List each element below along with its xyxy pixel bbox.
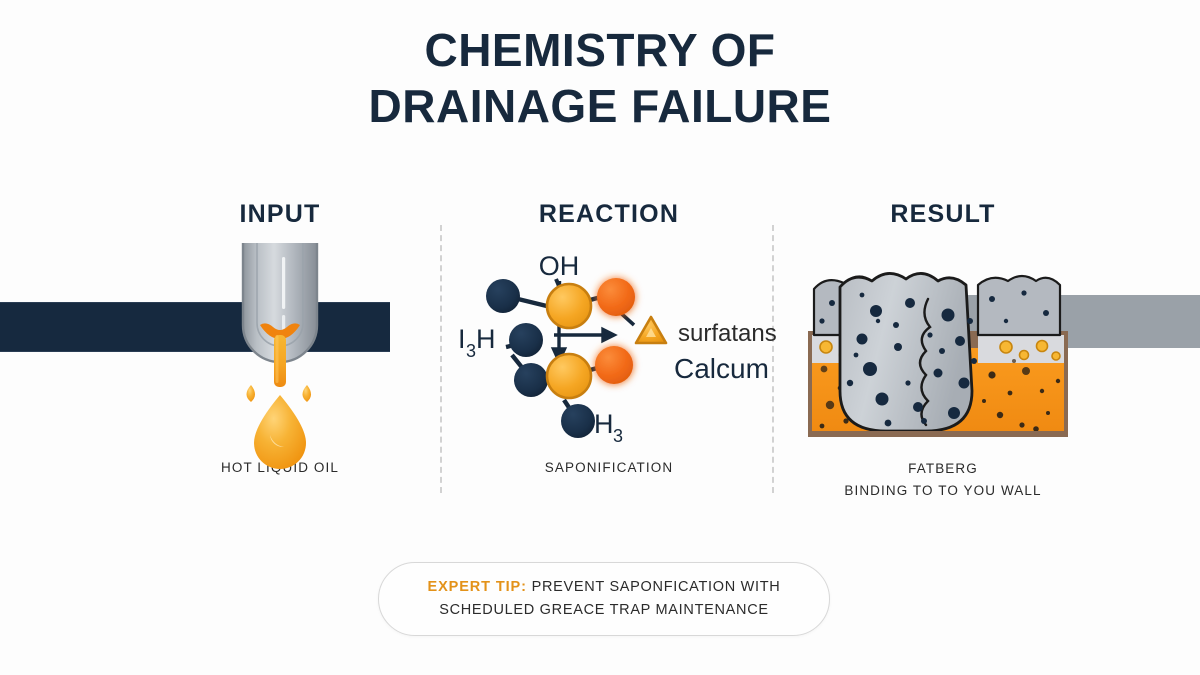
column-caption-result: FATBERG BINDING TO TO YOU WALL xyxy=(778,458,1108,501)
molecule-label-left: I 3 H xyxy=(458,324,496,361)
fatberg-cross-section-illustration xyxy=(778,243,1108,458)
oil-droplet-main xyxy=(254,395,306,469)
molecule-label-bottom-subscript: 3 xyxy=(613,426,623,446)
fatberg-cap-pores xyxy=(819,290,1049,324)
atom-node-orange xyxy=(597,278,635,316)
surfactant-triangle-icon xyxy=(634,315,668,345)
expert-tip-line-2: SCHEDULED GREACE TRAP MAINTENANCE xyxy=(439,602,769,618)
molecule-label-left-main: I xyxy=(458,324,466,354)
product-label-calcium: Calcum xyxy=(674,353,769,384)
column-result: RESULT xyxy=(778,200,1108,501)
fatberg-pores xyxy=(846,298,977,427)
molecule-nodes xyxy=(486,278,635,438)
saponification-molecule-diagram: OH I 3 H H 3 surfatans Calcum xyxy=(446,243,777,458)
column-heading-reaction: REACTION xyxy=(538,200,680,228)
column-heading-result: RESULT xyxy=(890,200,996,228)
caption-line: BINDING TO TO YOU WALL xyxy=(844,482,1042,498)
atom-node-orange xyxy=(595,346,633,384)
oil-stream xyxy=(260,323,300,387)
oil-droplets-small xyxy=(246,385,311,402)
expert-tip-banner: EXPERT TIP: PREVENT SAPONFICATION WITH S… xyxy=(378,562,830,636)
column-input: INPUT xyxy=(120,200,440,479)
reaction-arrow-horizontal xyxy=(554,326,618,344)
molecule-label-bottom-main: H xyxy=(594,409,614,439)
atom-node-navy xyxy=(514,363,548,397)
page-title: CHEMISTRY OF DRAINAGE FAILURE xyxy=(0,22,1200,134)
atom-node-yellow xyxy=(545,352,593,400)
column-caption-reaction: SAPONIFICATION xyxy=(446,458,772,479)
expert-tip-line-1: PREVENT SAPONFICATION WITH xyxy=(526,578,781,595)
expert-tip-label: EXPERT TIP: xyxy=(427,578,527,595)
atom-node-navy xyxy=(561,404,595,438)
molecule-label-bottom: H 3 xyxy=(594,409,623,446)
product-label-surfactants: surfatans xyxy=(678,320,777,347)
pipe-oil-drip-illustration xyxy=(120,243,440,469)
molecule-label-left-subscript: 3 xyxy=(466,341,476,361)
fatberg-mass xyxy=(812,272,1062,433)
atom-node-navy xyxy=(509,323,543,357)
navy-pipe-band xyxy=(0,302,390,352)
atom-node-navy xyxy=(486,279,520,313)
column-divider-2 xyxy=(772,225,774,493)
expert-tip-text: EXPERT TIP: PREVENT SAPONFICATION WITH S… xyxy=(428,576,781,622)
column-divider-1 xyxy=(440,225,442,493)
caption-line: SAPONIFICATION xyxy=(544,460,674,475)
pipe-floor xyxy=(808,431,1068,437)
page-title-line-2: DRAINAGE FAILURE xyxy=(368,80,832,133)
page-title-line-1: CHEMISTRY OF xyxy=(424,24,776,76)
molecule-label-oh: OH xyxy=(539,251,580,281)
column-heading-input: INPUT xyxy=(239,200,321,228)
column-reaction: REACTION xyxy=(446,200,777,479)
atom-node-yellow xyxy=(545,282,593,330)
molecule-label-left-tail: H xyxy=(476,324,496,354)
caption-line: FATBERG xyxy=(908,461,978,476)
